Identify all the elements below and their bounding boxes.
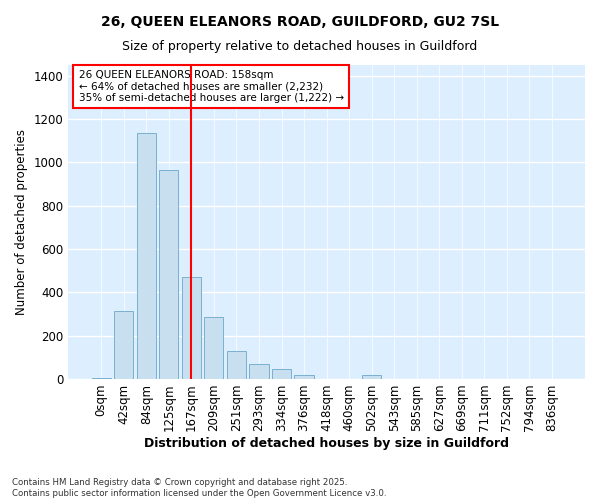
- Bar: [92, 378, 111, 379]
- Bar: [205, 317, 223, 379]
- Y-axis label: Number of detached properties: Number of detached properties: [15, 129, 28, 315]
- Bar: [182, 277, 201, 379]
- Text: Size of property relative to detached houses in Guildford: Size of property relative to detached ho…: [122, 40, 478, 53]
- Bar: [295, 374, 314, 379]
- Bar: [159, 170, 178, 379]
- X-axis label: Distribution of detached houses by size in Guildford: Distribution of detached houses by size …: [144, 437, 509, 450]
- Bar: [272, 369, 291, 379]
- Bar: [250, 364, 269, 379]
- Bar: [362, 374, 381, 379]
- Text: 26 QUEEN ELEANORS ROAD: 158sqm
← 64% of detached houses are smaller (2,232)
35% : 26 QUEEN ELEANORS ROAD: 158sqm ← 64% of …: [79, 70, 344, 103]
- Text: 26, QUEEN ELEANORS ROAD, GUILDFORD, GU2 7SL: 26, QUEEN ELEANORS ROAD, GUILDFORD, GU2 …: [101, 15, 499, 29]
- Bar: [114, 311, 133, 379]
- Bar: [227, 351, 246, 379]
- Bar: [137, 133, 156, 379]
- Text: Contains HM Land Registry data © Crown copyright and database right 2025.
Contai: Contains HM Land Registry data © Crown c…: [12, 478, 386, 498]
